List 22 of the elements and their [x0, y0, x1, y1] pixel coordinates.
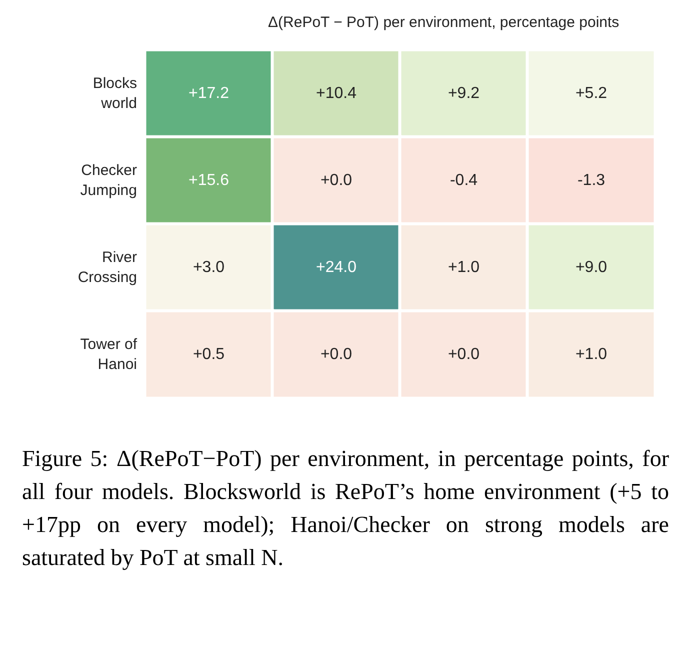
y-tick-label: Blocks world: [92, 75, 137, 112]
data-label: +0.0: [320, 172, 352, 189]
y-tick-label: Tower of Hanoi: [80, 336, 138, 373]
y-tick-label: River Crossing: [78, 249, 137, 286]
data-label: +0.5: [192, 346, 225, 363]
data-label: +9.2: [448, 85, 480, 102]
data-label: +0.0: [320, 346, 352, 363]
data-label: +24.0: [316, 259, 357, 276]
data-label: +17.2: [188, 85, 230, 102]
data-label: -1.3: [577, 172, 606, 189]
caption: Figure 5: Δ(RePoT−PoT) per environment, in percentage points, for all four models. Blocksworld is RePoT’s home environment (+5 to +17pp on every model); Hanoi/Checker on strong models are saturated by PoT at small N.: [22, 445, 669, 572]
data-label: +10.4: [316, 85, 357, 102]
data-label: +1.0: [448, 259, 480, 276]
data-label: +9.0: [575, 259, 608, 276]
data-label: +3.0: [192, 259, 225, 276]
data-label: +15.6: [188, 172, 230, 189]
data-label: +0.0: [448, 346, 480, 363]
data-label: +1.0: [575, 346, 608, 363]
data-label: -0.4: [450, 172, 478, 189]
data-label: +5.2: [575, 85, 608, 102]
chart-title: Δ(RePoT − PoT) per environment, percentage points: [268, 14, 620, 31]
y-tick-label: Checker Jumping: [80, 162, 137, 199]
